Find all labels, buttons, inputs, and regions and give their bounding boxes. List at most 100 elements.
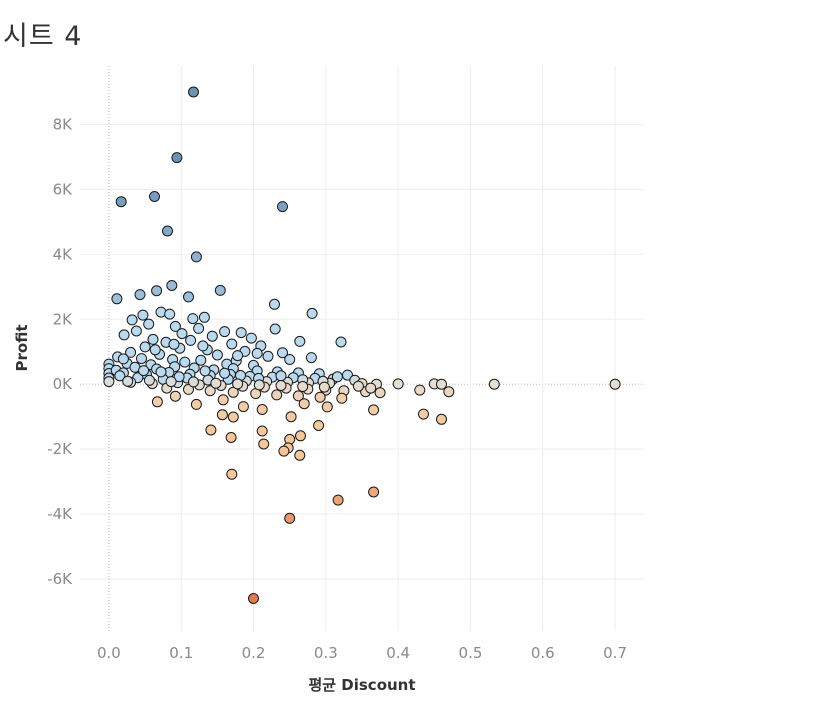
data-point[interactable]	[609, 378, 621, 390]
data-point[interactable]	[336, 392, 348, 404]
data-point[interactable]	[258, 438, 270, 450]
data-point[interactable]	[284, 354, 296, 365]
data-point[interactable]	[166, 280, 178, 291]
data-point[interactable]	[284, 512, 296, 524]
data-point[interactable]	[118, 329, 130, 341]
data-point[interactable]	[185, 334, 197, 346]
data-point[interactable]	[292, 390, 304, 402]
data-point[interactable]	[227, 411, 239, 423]
data-point[interactable]	[117, 353, 129, 365]
data-point[interactable]	[139, 341, 151, 353]
data-point[interactable]	[298, 398, 310, 410]
data-point[interactable]	[332, 494, 344, 506]
data-point[interactable]	[262, 350, 274, 362]
data-point[interactable]	[436, 378, 447, 390]
data-point[interactable]	[278, 445, 290, 457]
data-point[interactable]	[297, 381, 309, 392]
data-point[interactable]	[143, 374, 155, 386]
data-point[interactable]	[206, 330, 218, 342]
data-point[interactable]	[256, 425, 268, 437]
data-point[interactable]	[168, 338, 180, 350]
data-point[interactable]	[248, 593, 259, 604]
data-point[interactable]	[331, 371, 343, 383]
data-point[interactable]	[187, 313, 199, 325]
data-point[interactable]	[211, 349, 223, 361]
data-point[interactable]	[136, 353, 147, 365]
data-point[interactable]	[125, 346, 137, 358]
data-point[interactable]	[335, 336, 347, 348]
data-point[interactable]	[232, 378, 244, 390]
data-point[interactable]	[245, 332, 257, 344]
data-point[interactable]	[269, 298, 280, 310]
data-point[interactable]	[198, 311, 210, 323]
data-point[interactable]	[199, 365, 211, 377]
data-point[interactable]	[414, 384, 426, 396]
data-point[interactable]	[232, 350, 244, 362]
data-point[interactable]	[169, 390, 181, 402]
data-point[interactable]	[173, 371, 185, 383]
data-point[interactable]	[151, 285, 163, 297]
data-point[interactable]	[188, 376, 199, 388]
data-point[interactable]	[318, 381, 330, 393]
data-point[interactable]	[190, 398, 202, 410]
data-point[interactable]	[122, 375, 134, 387]
data-point[interactable]	[226, 338, 238, 350]
data-point[interactable]	[488, 378, 500, 390]
data-point[interactable]	[183, 291, 194, 303]
data-point[interactable]	[195, 354, 207, 366]
data-point[interactable]	[226, 468, 238, 480]
data-point[interactable]	[219, 367, 231, 379]
data-point[interactable]	[204, 385, 216, 397]
data-point[interactable]	[352, 380, 364, 392]
data-point[interactable]	[164, 308, 176, 320]
data-point[interactable]	[294, 449, 306, 461]
data-point[interactable]	[183, 383, 194, 395]
data-point[interactable]	[197, 340, 209, 352]
data-point[interactable]	[277, 347, 288, 359]
data-point[interactable]	[269, 323, 281, 335]
data-point[interactable]	[365, 382, 377, 394]
data-point[interactable]	[275, 380, 287, 391]
data-point[interactable]	[169, 320, 181, 332]
data-point[interactable]	[418, 408, 429, 420]
data-point[interactable]	[253, 379, 265, 391]
data-point[interactable]	[147, 333, 159, 345]
data-point[interactable]	[134, 289, 146, 301]
data-point[interactable]	[210, 377, 222, 389]
data-point[interactable]	[321, 401, 333, 413]
data-point[interactable]	[374, 387, 386, 399]
data-point[interactable]	[115, 196, 127, 208]
data-point[interactable]	[225, 432, 237, 443]
data-point[interactable]	[251, 347, 263, 359]
data-point[interactable]	[237, 401, 249, 413]
data-point[interactable]	[171, 152, 183, 164]
data-point[interactable]	[143, 318, 155, 330]
data-point[interactable]	[368, 486, 380, 498]
data-point[interactable]	[149, 344, 161, 356]
data-point[interactable]	[162, 225, 173, 237]
data-point[interactable]	[111, 293, 123, 305]
data-point[interactable]	[235, 327, 247, 339]
data-point[interactable]	[188, 86, 199, 98]
data-point[interactable]	[190, 251, 202, 263]
data-point[interactable]	[443, 386, 455, 398]
data-point[interactable]	[436, 413, 447, 425]
data-point[interactable]	[392, 378, 404, 390]
data-point[interactable]	[138, 365, 150, 377]
data-point[interactable]	[368, 404, 380, 416]
data-point[interactable]	[277, 201, 288, 213]
data-point[interactable]	[130, 325, 142, 337]
data-point[interactable]	[256, 404, 268, 415]
data-point[interactable]	[137, 309, 149, 321]
data-point[interactable]	[294, 335, 306, 347]
data-point[interactable]	[295, 430, 306, 442]
data-point[interactable]	[216, 409, 228, 421]
data-point[interactable]	[149, 191, 160, 202]
data-point[interactable]	[176, 328, 188, 340]
data-point[interactable]	[155, 366, 167, 378]
data-point[interactable]	[219, 326, 231, 338]
data-point[interactable]	[151, 396, 163, 408]
data-point[interactable]	[103, 376, 115, 388]
data-point[interactable]	[271, 389, 283, 401]
data-point[interactable]	[305, 352, 317, 364]
